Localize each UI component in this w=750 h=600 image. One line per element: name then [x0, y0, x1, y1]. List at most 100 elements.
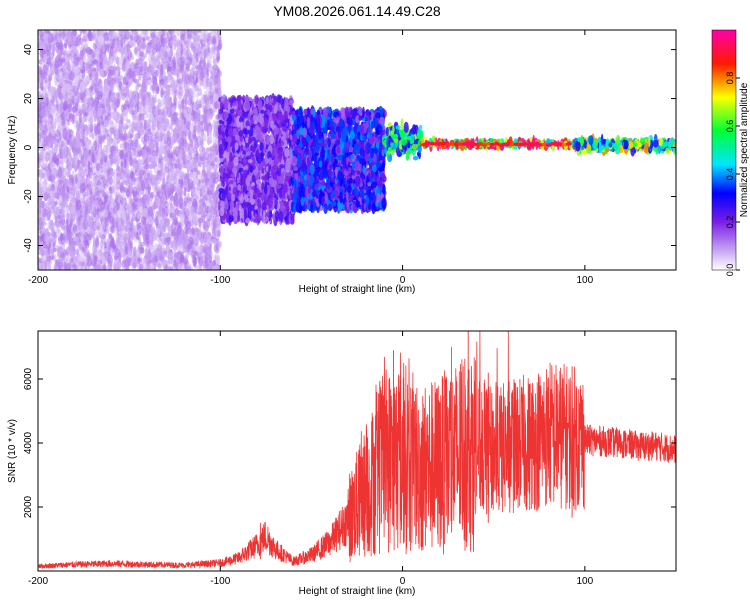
spectrogram-cell [55, 68, 61, 74]
spectrogram-cell [55, 158, 59, 167]
spectrogram-cell [136, 38, 141, 46]
spectrogram-cell [126, 187, 130, 199]
spectrogram-cell [190, 92, 195, 98]
spectrogram-cell [154, 93, 157, 104]
spectrogram-cell [63, 72, 69, 80]
spectrogram-cell [63, 52, 68, 58]
spectrogram-cell [203, 243, 208, 254]
spectrogram-cell [192, 103, 197, 111]
spectrogram-cell [97, 263, 100, 270]
spectrogram-cell [52, 241, 56, 248]
spectrogram-cell [49, 221, 55, 229]
spectrogram-cell [202, 42, 206, 48]
spectrogram-cell [199, 82, 205, 87]
spectrogram-cell [108, 234, 113, 240]
spectrogram-cell [63, 200, 68, 207]
spectrogram-cell [88, 54, 93, 65]
spectrogram-cell [121, 64, 127, 70]
spectrogram-cell [85, 197, 91, 204]
spectrogram-cell [119, 126, 123, 134]
spectrogram-cell [83, 112, 89, 117]
spectrogram-cell [45, 166, 50, 178]
spectrogram-cell [93, 58, 99, 65]
spectrogram-cell [149, 243, 155, 251]
spectrogram-cell [64, 103, 69, 109]
spectrogram-cell [95, 162, 100, 172]
spectrogram-cell [194, 237, 199, 247]
spectrogram-cell [172, 56, 176, 68]
spectrogram-cell [113, 112, 116, 118]
spectrogram-cell [147, 128, 152, 135]
spectrogram-cell [72, 114, 75, 123]
spectrogram-cell [118, 233, 124, 240]
spectrogram-cell [40, 247, 45, 260]
spectrogram-cell [143, 158, 148, 170]
spectrogram-cell [120, 112, 125, 117]
spectrogram-cell [205, 77, 209, 88]
spectrogram-cell [192, 208, 198, 213]
spectrogram-cell [215, 254, 219, 265]
spectrogram-cell [181, 130, 187, 136]
spectrogram-cell [133, 225, 138, 230]
spectrogram-cell [151, 119, 156, 132]
spectrogram-cell [187, 63, 191, 68]
spectrogram-cell [106, 168, 112, 174]
spectrogram-cell [175, 232, 178, 243]
spectrogram-cell [77, 159, 80, 170]
spectrogram-cell [191, 226, 195, 235]
spectrogram-cell [101, 53, 107, 58]
spectrogram-cell [128, 237, 131, 246]
spectrogram-cell [180, 205, 185, 211]
spectrogram-cell [56, 131, 62, 143]
spectrogram-cell [72, 170, 75, 180]
spectrogram-cell [160, 114, 165, 125]
spectrogram-cell [160, 156, 164, 161]
spectrogram-cell [216, 56, 220, 62]
spectrogram-cell [203, 35, 207, 41]
spectrogram-cell [75, 177, 78, 185]
spectrogram-cell [169, 39, 173, 52]
spectrogram-cell [155, 60, 160, 66]
spectrogram-cell [160, 227, 166, 233]
spectrogram-cell [91, 35, 95, 42]
spectrogram-cell [136, 194, 142, 199]
spectrogram-cell [160, 46, 166, 56]
spectrogram-cell [142, 37, 145, 42]
spectrogram-cell [84, 75, 88, 88]
spectrogram-cell [131, 109, 135, 116]
spectrogram-cell [108, 186, 113, 194]
spectrogram-cell [174, 146, 180, 157]
spectrogram-cell [135, 148, 139, 158]
spectrogram-cell [218, 39, 223, 51]
spectrogram-cell [99, 240, 104, 248]
spectrogram-cell [112, 150, 117, 158]
spectrogram-cell [137, 198, 143, 208]
spectrogram-cell [64, 139, 67, 145]
spectrogram-cell [193, 63, 198, 68]
spectrogram-cell [149, 114, 153, 120]
spectrogram-cell [132, 31, 137, 37]
spectrogram-cell [169, 212, 174, 219]
spectrogram-cell [38, 139, 42, 150]
spectrogram-cell [48, 30, 53, 42]
spectrogram-cell [186, 208, 190, 217]
spectrogram-cell [104, 79, 108, 86]
spectrogram-cell [39, 168, 43, 179]
spectrogram-cell [55, 191, 59, 199]
chart-title: YM08.2026.061.14.49.C28 [273, 3, 441, 19]
spectrogram-cell [129, 62, 136, 72]
spectrogram-cell [97, 30, 102, 36]
spectrogram-cell [78, 37, 84, 45]
spectrogram-cell [135, 212, 141, 218]
spectrogram-cell [117, 92, 121, 105]
spectrogram-cell [58, 214, 62, 225]
spectrogram-cell [192, 35, 198, 41]
spectrogram-cells [38, 30, 676, 270]
spectrogram-cell [160, 184, 166, 196]
spectrogram-cell [178, 222, 182, 229]
spectrogram-cell [173, 94, 177, 106]
spectrogram-cell [104, 220, 109, 227]
spectrogram-cell [180, 196, 184, 203]
spectrogram-cell [175, 207, 178, 215]
spectrogram-cell [52, 247, 57, 252]
